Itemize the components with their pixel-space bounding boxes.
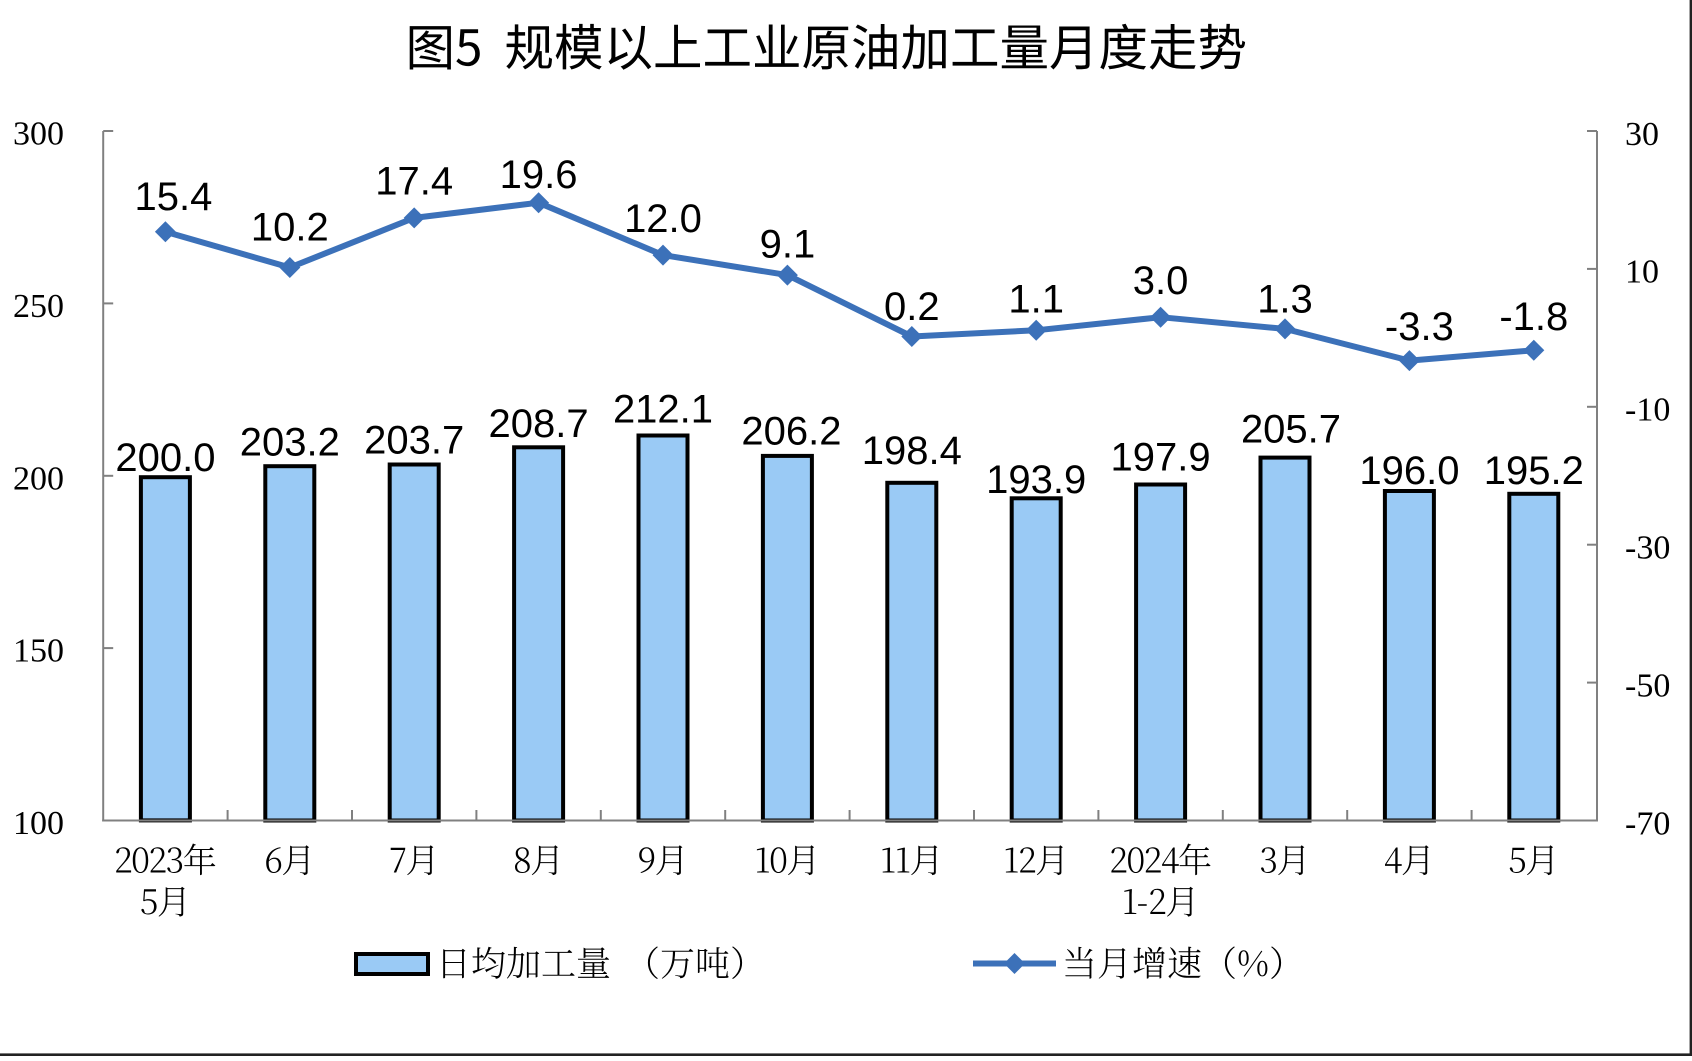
svg-text:206.2: 206.2: [741, 410, 841, 454]
svg-text:10: 10: [1625, 254, 1659, 291]
svg-text:-30: -30: [1625, 530, 1670, 567]
svg-text:100: 100: [13, 805, 64, 842]
svg-text:-3.3: -3.3: [1385, 305, 1454, 349]
svg-text:208.7: 208.7: [489, 402, 589, 446]
svg-text:197.9: 197.9: [1111, 436, 1211, 480]
svg-text:12.0: 12.0: [624, 197, 702, 241]
svg-text:193.9: 193.9: [986, 458, 1086, 502]
svg-text:30: 30: [1625, 116, 1659, 153]
svg-text:200: 200: [13, 460, 64, 497]
svg-text:196.0: 196.0: [1359, 449, 1459, 493]
svg-text:10.2: 10.2: [251, 206, 329, 250]
svg-text:-50: -50: [1625, 667, 1670, 704]
svg-text:1.1: 1.1: [1008, 278, 1064, 322]
svg-text:-10: -10: [1625, 392, 1670, 429]
svg-text:3.0: 3.0: [1133, 259, 1189, 303]
svg-text:150: 150: [13, 633, 64, 670]
svg-text:200.0: 200.0: [115, 436, 215, 480]
svg-text:-70: -70: [1625, 805, 1670, 842]
svg-text:9.1: 9.1: [760, 222, 816, 266]
svg-text:17.4: 17.4: [375, 159, 453, 203]
svg-text:205.7: 205.7: [1241, 408, 1341, 452]
svg-text:195.2: 195.2: [1484, 449, 1584, 493]
svg-text:0.2: 0.2: [884, 285, 940, 329]
svg-text:203.2: 203.2: [240, 421, 340, 465]
svg-text:1.3: 1.3: [1257, 278, 1313, 322]
svg-text:203.7: 203.7: [364, 418, 464, 462]
svg-text:212.1: 212.1: [613, 388, 713, 432]
svg-text:15.4: 15.4: [134, 175, 212, 219]
svg-text:300: 300: [13, 116, 64, 153]
svg-text:250: 250: [13, 288, 64, 325]
svg-text:198.4: 198.4: [862, 429, 962, 473]
svg-text:-1.8: -1.8: [1499, 295, 1568, 339]
svg-text:19.6: 19.6: [500, 153, 578, 197]
